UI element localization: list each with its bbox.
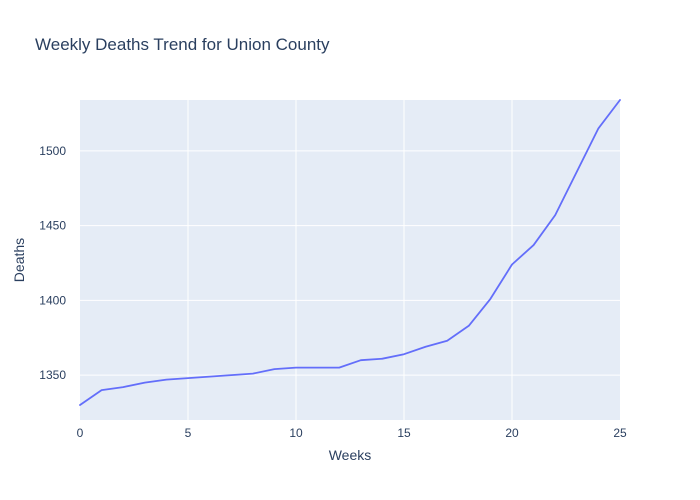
data-point (531, 242, 537, 248)
data-point (595, 125, 601, 131)
data-point (401, 351, 407, 357)
data-point (207, 374, 213, 380)
data-point (250, 371, 256, 377)
data-point (185, 375, 191, 381)
data-point (466, 323, 472, 329)
data-point (574, 169, 580, 175)
x-tick-label: 20 (505, 426, 519, 440)
x-tick-label: 0 (77, 426, 84, 440)
x-axis-title: Weeks (329, 447, 372, 463)
x-tick-label: 15 (397, 426, 411, 440)
tick-labels: 0 5 10 15 20 25 1350 1400 1450 1500 (39, 144, 627, 440)
data-point (358, 357, 364, 363)
y-tick-label: 1400 (39, 293, 66, 307)
data-point (336, 365, 342, 371)
data-point (120, 384, 126, 390)
data-point (617, 97, 623, 103)
series-line-deaths (79, 99, 621, 406)
data-point (293, 365, 299, 371)
data-point (315, 365, 321, 371)
y-tick-label: 1350 (39, 368, 66, 382)
data-point (379, 356, 385, 362)
chart-title: Weekly Deaths Trend for Union County (35, 35, 330, 54)
data-point (228, 372, 234, 378)
x-tick-label: 25 (613, 426, 627, 440)
data-point (444, 338, 450, 344)
data-point (423, 344, 429, 350)
data-point (552, 212, 558, 218)
data-point (77, 402, 83, 408)
x-tick-label: 10 (289, 426, 303, 440)
y-tick-label: 1450 (39, 219, 66, 233)
series-layer (77, 97, 623, 408)
plot-area (80, 100, 620, 420)
y-tick-label: 1500 (39, 144, 66, 158)
data-point (271, 366, 277, 372)
data-point (99, 387, 105, 393)
data-point (142, 380, 148, 386)
data-point (163, 377, 169, 383)
grid (80, 100, 620, 420)
y-axis-title: Deaths (11, 238, 27, 282)
data-point (487, 296, 493, 302)
x-tick-label: 5 (185, 426, 192, 440)
data-point (509, 261, 515, 267)
